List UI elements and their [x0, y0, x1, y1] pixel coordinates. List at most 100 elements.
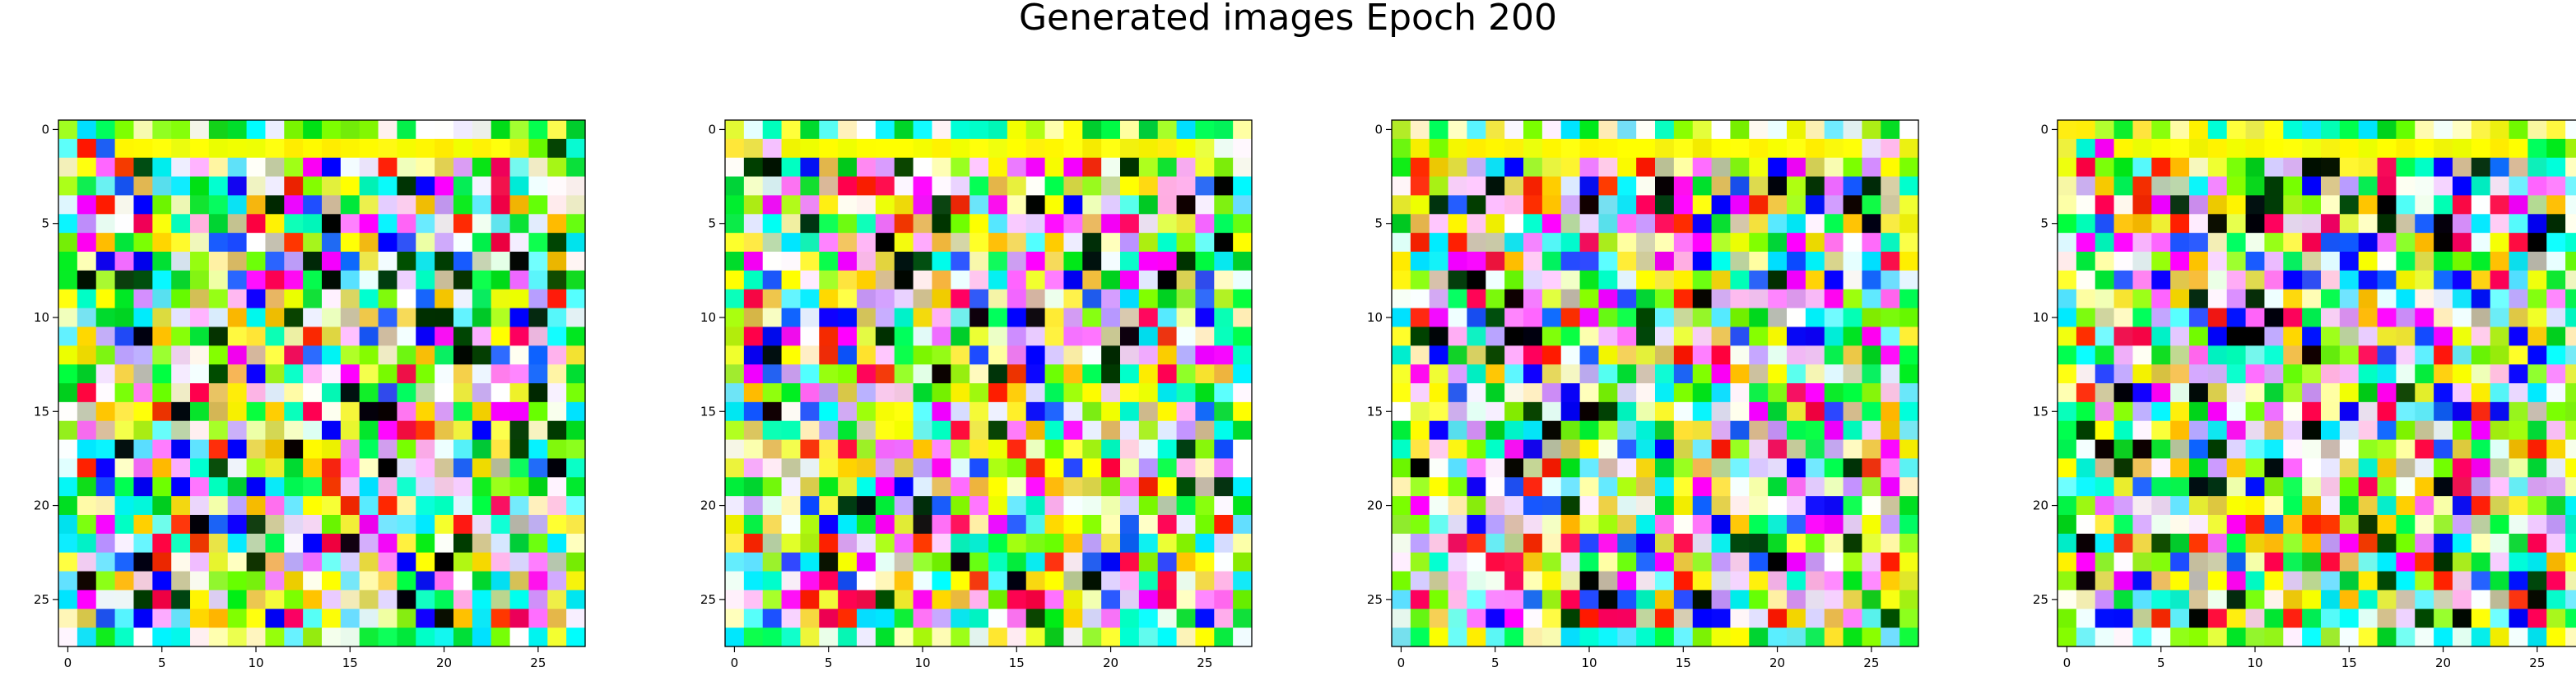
pixel-cell: [2245, 214, 2266, 234]
pixel-cell: [932, 138, 951, 159]
pixel-cell: [1541, 383, 1562, 403]
pixel-cell: [246, 590, 267, 609]
pixel-cell: [2132, 176, 2152, 197]
pixel-cell: [2565, 439, 2576, 460]
pixel-cell: [743, 252, 764, 271]
pixel-cell: [303, 252, 323, 271]
pixel-cell: [208, 439, 229, 460]
pixel-cell: [2151, 477, 2171, 497]
pixel-cell: [1862, 195, 1881, 215]
pixel-cell: [2245, 628, 2266, 647]
pixel-cell: [1730, 515, 1750, 535]
pixel-cell: [2058, 533, 2077, 554]
pixel-cell: [2358, 439, 2378, 460]
pixel-cell: [1101, 308, 1121, 328]
pixel-cell: [988, 252, 1008, 271]
pixel-cell: [2527, 420, 2547, 441]
pixel-cell: [2189, 308, 2209, 328]
pixel-cell: [77, 401, 97, 422]
pixel-cell: [819, 233, 839, 253]
pixel-cell: [2453, 157, 2472, 178]
pixel-cell: [1899, 138, 1919, 159]
pixel-cell: [1410, 120, 1430, 140]
pixel-cell: [1486, 327, 1505, 346]
pixel-cell: [2151, 270, 2171, 290]
pixel-cell: [1692, 233, 1713, 253]
pixel-cell: [472, 477, 492, 497]
pixel-cell: [2113, 552, 2134, 572]
pixel-cell: [2207, 138, 2228, 159]
pixel-cell: [1711, 289, 1732, 309]
pixel-cell: [453, 138, 473, 159]
pixel-cell: [2396, 120, 2416, 140]
pixel-cell: [2471, 477, 2491, 497]
pixel-cell: [359, 401, 379, 422]
pixel-cell: [1862, 214, 1881, 234]
pixel-cell: [2565, 364, 2576, 384]
pixel-cell: [743, 233, 764, 253]
pixel-cell: [2527, 214, 2547, 234]
pixel-cell: [190, 458, 210, 478]
pixel-cell: [1410, 138, 1430, 159]
pixel-cell: [781, 515, 802, 535]
pixel-cell: [1233, 345, 1253, 365]
pixel-cell: [2509, 458, 2529, 478]
pixel-cell: [303, 439, 323, 460]
pixel-cell: [1157, 120, 1178, 140]
x-tick-label: 10: [2247, 656, 2262, 670]
pixel-cell: [1429, 477, 1449, 497]
pixel-cell: [1429, 252, 1449, 271]
pixel-cell: [171, 270, 191, 290]
pixel-cell: [781, 138, 802, 159]
pixel-cell: [2170, 496, 2190, 516]
pixel-cell: [894, 233, 914, 253]
pixel-cell: [2113, 496, 2134, 516]
pixel-cell: [2339, 176, 2360, 197]
pixel-cell: [1787, 289, 1806, 309]
pixel-cell: [1881, 496, 1900, 516]
pixel-cell: [1787, 571, 1806, 591]
pixel-cell: [2415, 552, 2434, 572]
pixel-cell: [1730, 383, 1750, 403]
pixel-cell: [2415, 233, 2434, 253]
pixel-cell: [2302, 496, 2322, 516]
pixel-cell: [2283, 420, 2303, 441]
pixel-cell: [2132, 590, 2152, 609]
pixel-cell: [2565, 590, 2576, 609]
pixel-cell: [303, 552, 323, 572]
pixel-cell: [397, 383, 416, 403]
pixel-cell: [1579, 420, 1600, 441]
pixel-cell: [1881, 270, 1900, 290]
pixel-cell: [491, 571, 511, 591]
pixel-cell: [819, 383, 839, 403]
pixel-cell: [1768, 533, 1788, 554]
pixel-cell: [1730, 308, 1750, 328]
pixel-cell: [171, 590, 191, 609]
pixel-cell: [378, 477, 398, 497]
pixel-cell: [1560, 214, 1581, 234]
pixel-cell: [1176, 420, 1197, 441]
pixel-cell: [2509, 214, 2529, 234]
pixel-cell: [2358, 571, 2378, 591]
pixel-cell: [1862, 364, 1881, 384]
pixel-cell: [2170, 590, 2190, 609]
pixel-cell: [781, 571, 802, 591]
pixel-cell: [566, 552, 586, 572]
pixel-cell: [190, 327, 210, 346]
pixel-cell: [1655, 214, 1675, 234]
pixel-cell: [2509, 233, 2529, 253]
pixel-cell: [1824, 533, 1844, 554]
pixel-cell: [1881, 289, 1900, 309]
pixel-cell: [2509, 364, 2529, 384]
pixel-cell: [857, 609, 876, 628]
pixel-cell: [2076, 571, 2096, 591]
pixel-cell: [819, 439, 839, 460]
pixel-cell: [1007, 571, 1027, 591]
pixel-cell: [547, 477, 567, 497]
pixel-cell: [913, 401, 933, 422]
pixel-cell: [1655, 270, 1675, 290]
pixel-cell: [951, 120, 970, 140]
pixel-cell: [2264, 120, 2284, 140]
pixel-cell: [2415, 628, 2434, 647]
pixel-cell: [1579, 439, 1600, 460]
